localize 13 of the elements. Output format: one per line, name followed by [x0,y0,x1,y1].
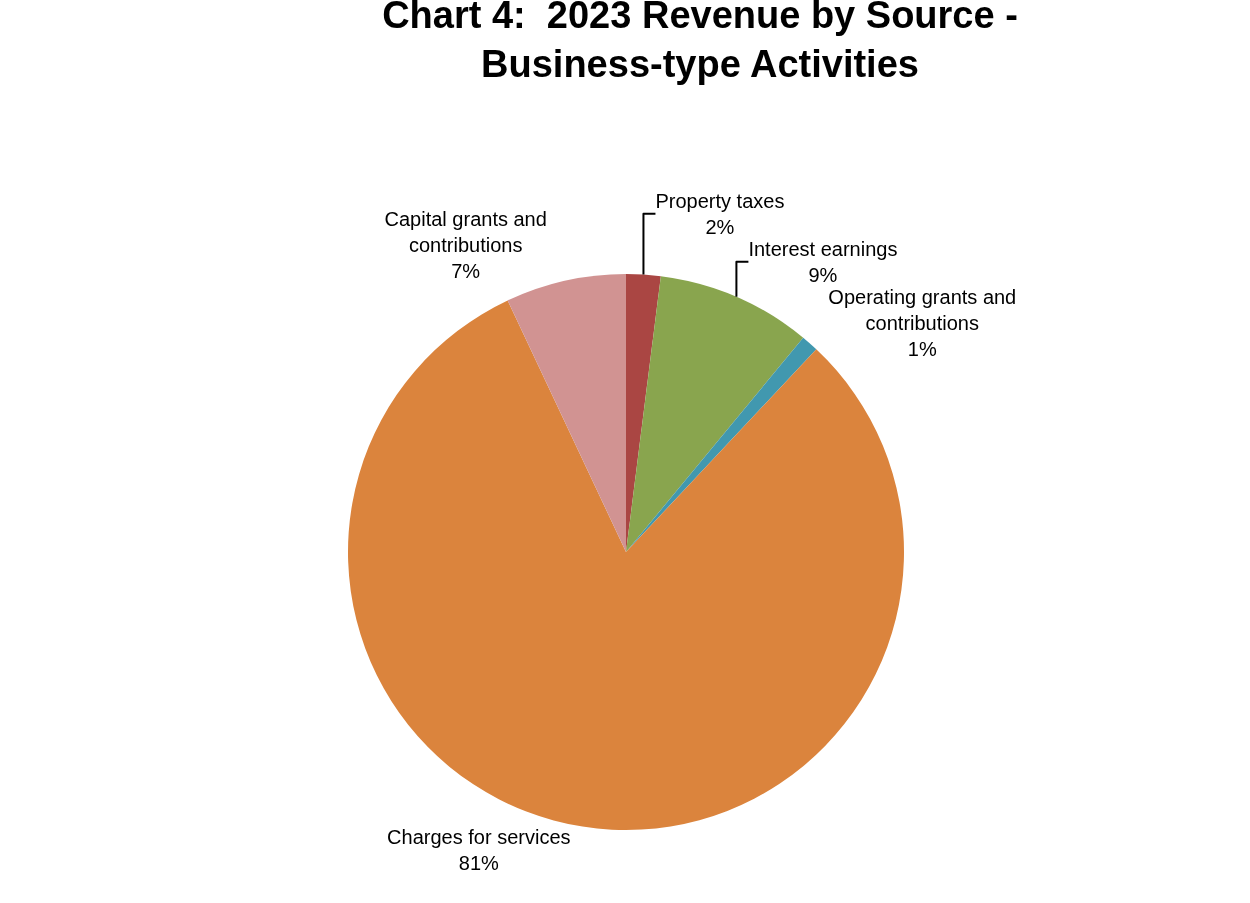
data-label: 1% [907,337,937,360]
slice-label: Interest earnings [748,237,898,260]
pie-slice [626,276,804,552]
slice-label: Capital grants and contributions [384,208,547,257]
data-label: 2% [705,215,735,238]
slice-label: Property taxes [655,189,785,212]
data-label: 81% [458,851,500,874]
slice-label: Charges for services [387,825,571,848]
slice-label: Operating grants and contributions [828,285,1017,334]
data-label: 7% [451,260,481,283]
chart-title: Chart 4: 2023 Revenue by Source - Business-type Activities [382,0,1018,86]
data-label: 9% [808,263,838,286]
pie-slice [507,274,626,552]
